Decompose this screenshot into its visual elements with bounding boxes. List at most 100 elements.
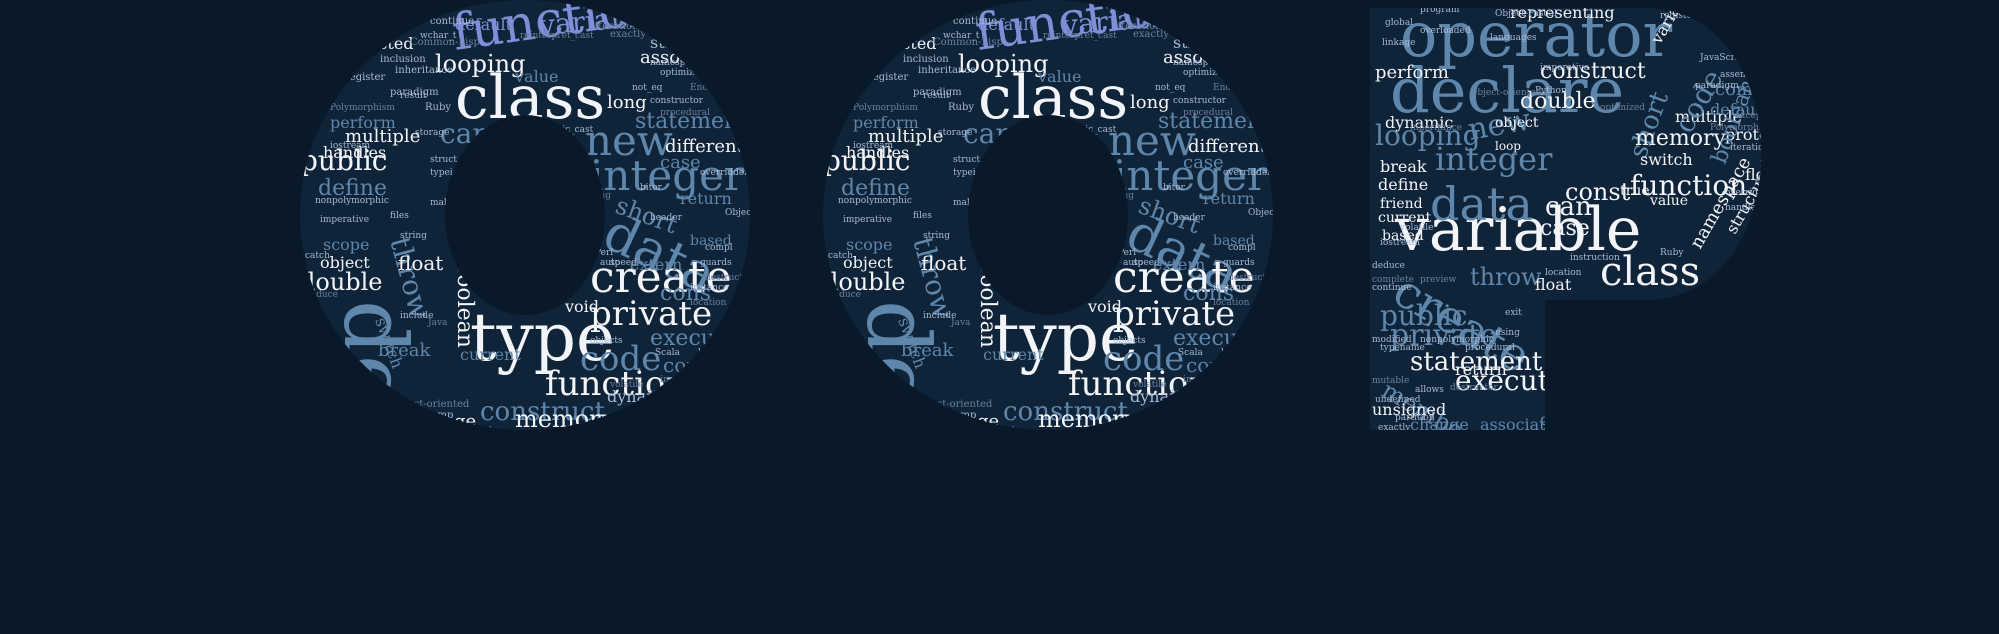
cloud-word: guards: [700, 258, 732, 268]
cloud-word: and_eq: [1171, 388, 1204, 398]
cloud-word: modified: [885, 380, 895, 420]
cloud-word: optimized: [1600, 103, 1645, 113]
cloud-word: catch: [305, 251, 330, 261]
cloud-word: typeid: [1545, 323, 1574, 333]
cloud-word: auto: [600, 258, 620, 268]
cloud-word: exactly: [1378, 423, 1411, 433]
cloud-word: import: [1183, 375, 1214, 385]
cloud-word: files: [913, 211, 932, 221]
cloud-word: code: [1103, 339, 1184, 379]
cloud-word: exception: [1183, 376, 1281, 400]
cloud-word: looping: [1375, 119, 1481, 152]
cloud-word: include: [400, 311, 433, 321]
cloud-word: overloaded: [1420, 26, 1471, 36]
cloud-word: storage: [938, 128, 972, 138]
cloud-word: memory: [1635, 126, 1727, 151]
cloud-word: procedural: [1183, 108, 1233, 118]
cloud-word: inclusion: [380, 54, 426, 65]
cloud-word: return: [1203, 189, 1255, 208]
cloud-word: using: [1495, 328, 1520, 338]
cloud-word: multiple: [345, 126, 420, 147]
cloud-word: make: [430, 198, 455, 208]
cloud-word: constructor: [650, 96, 704, 106]
cloud-word: inheritance: [918, 65, 976, 76]
cloud-word: existing: [1098, 191, 1134, 201]
cloud-word: construct: [1540, 59, 1646, 84]
cloud-word: programming: [510, 429, 594, 443]
cloud-word: result: [923, 91, 950, 101]
cloud-word: default: [978, 15, 1036, 34]
cloud-word: compl: [1228, 243, 1256, 253]
cloud-word: code: [580, 339, 661, 379]
cloud-word: double: [823, 268, 906, 296]
cloud-word: boolean: [452, 260, 477, 348]
cloud-word: exactly: [610, 29, 646, 40]
cloud-word: void: [1087, 297, 1122, 316]
cloud-word: Common-Lisp: [410, 37, 480, 48]
cloud-word: jump: [950, 410, 976, 421]
cloud-word: object: [1495, 115, 1539, 131]
cloud-word: nonpolymorphic: [1420, 335, 1494, 345]
cloud-word: preview: [1420, 275, 1457, 285]
cloud-word: header: [1173, 213, 1206, 223]
cloud-word: exception: [1545, 395, 1624, 414]
cloud-word: result: [400, 91, 427, 101]
cloud-word: bitor: [1163, 183, 1186, 193]
cloud-word: precision: [1760, 158, 1802, 168]
cloud-word: define: [318, 176, 387, 201]
cloud-word: object: [320, 253, 370, 272]
cloud-word: object: [843, 253, 893, 272]
cloud-word: continue: [1372, 283, 1412, 293]
cloud-word: modified: [362, 380, 372, 420]
cloud-word: Ruby: [1660, 248, 1684, 258]
cloud-word: perform: [1375, 62, 1449, 83]
cloud-word: switch: [1640, 150, 1693, 169]
cloud-word: constructor: [1173, 96, 1227, 106]
cloud-word: iterations: [1118, 21, 1167, 32]
cloud-word: Python: [1535, 86, 1567, 96]
cloud-word: deduce: [828, 290, 861, 300]
cloud-word: void: [564, 297, 599, 316]
cloud-word: modified: [1372, 335, 1412, 345]
cloud-word: false: [973, 179, 1016, 200]
cloud-word: float: [1535, 275, 1572, 294]
letter-p-shape: [1370, 8, 1762, 430]
cloud-word: namespaces: [650, 58, 706, 68]
cloud-word: mutable: [1372, 376, 1409, 386]
cloud-word: overridden: [1223, 168, 1273, 178]
cloud-word: data: [1430, 177, 1533, 231]
cloud-word: location: [1545, 268, 1582, 278]
cloud-word: location: [690, 298, 727, 308]
cloud-word: extern: [630, 255, 682, 274]
cloud-word: Ruby: [425, 102, 451, 113]
cloud-word: case: [660, 152, 701, 173]
cloud-word: undefined: [1128, 415, 1184, 428]
cloud-word: static_cast: [1068, 125, 1117, 135]
cloud-word: scope: [1545, 308, 1586, 324]
cloud-word: create: [1113, 252, 1255, 303]
cloud-word: make: [953, 198, 978, 208]
cloud-word: integer: [1113, 151, 1268, 200]
cloud-word: location: [1213, 298, 1250, 308]
cloud-word: case: [1540, 216, 1590, 241]
cloud-word: block: [470, 426, 495, 436]
cloud-word: Object-oriented: [390, 399, 470, 410]
cloud-word: value: [1649, 193, 1688, 209]
cloud-word: default: [1710, 100, 1768, 119]
cloud-word: return: [1455, 360, 1507, 379]
cloud-word: imperative: [843, 215, 892, 225]
cloud-word: break: [901, 340, 955, 361]
cloud-word: wchar_t: [420, 31, 457, 41]
cloud-word: integer: [590, 151, 745, 200]
cloud-word: protected: [335, 34, 414, 53]
letter-o-second: declareclasstypefunctionsnewintegerdatac…: [823, 0, 1281, 430]
cloud-word: include: [923, 311, 956, 321]
cloud-word: iterations: [595, 21, 644, 32]
cloud-word: cons: [1183, 281, 1234, 306]
cloud-word: can: [1545, 192, 1592, 222]
cloud-word: paradigm: [913, 87, 962, 98]
cloud-word: imperative: [320, 215, 369, 225]
cloud-word: paradigm: [390, 87, 439, 98]
